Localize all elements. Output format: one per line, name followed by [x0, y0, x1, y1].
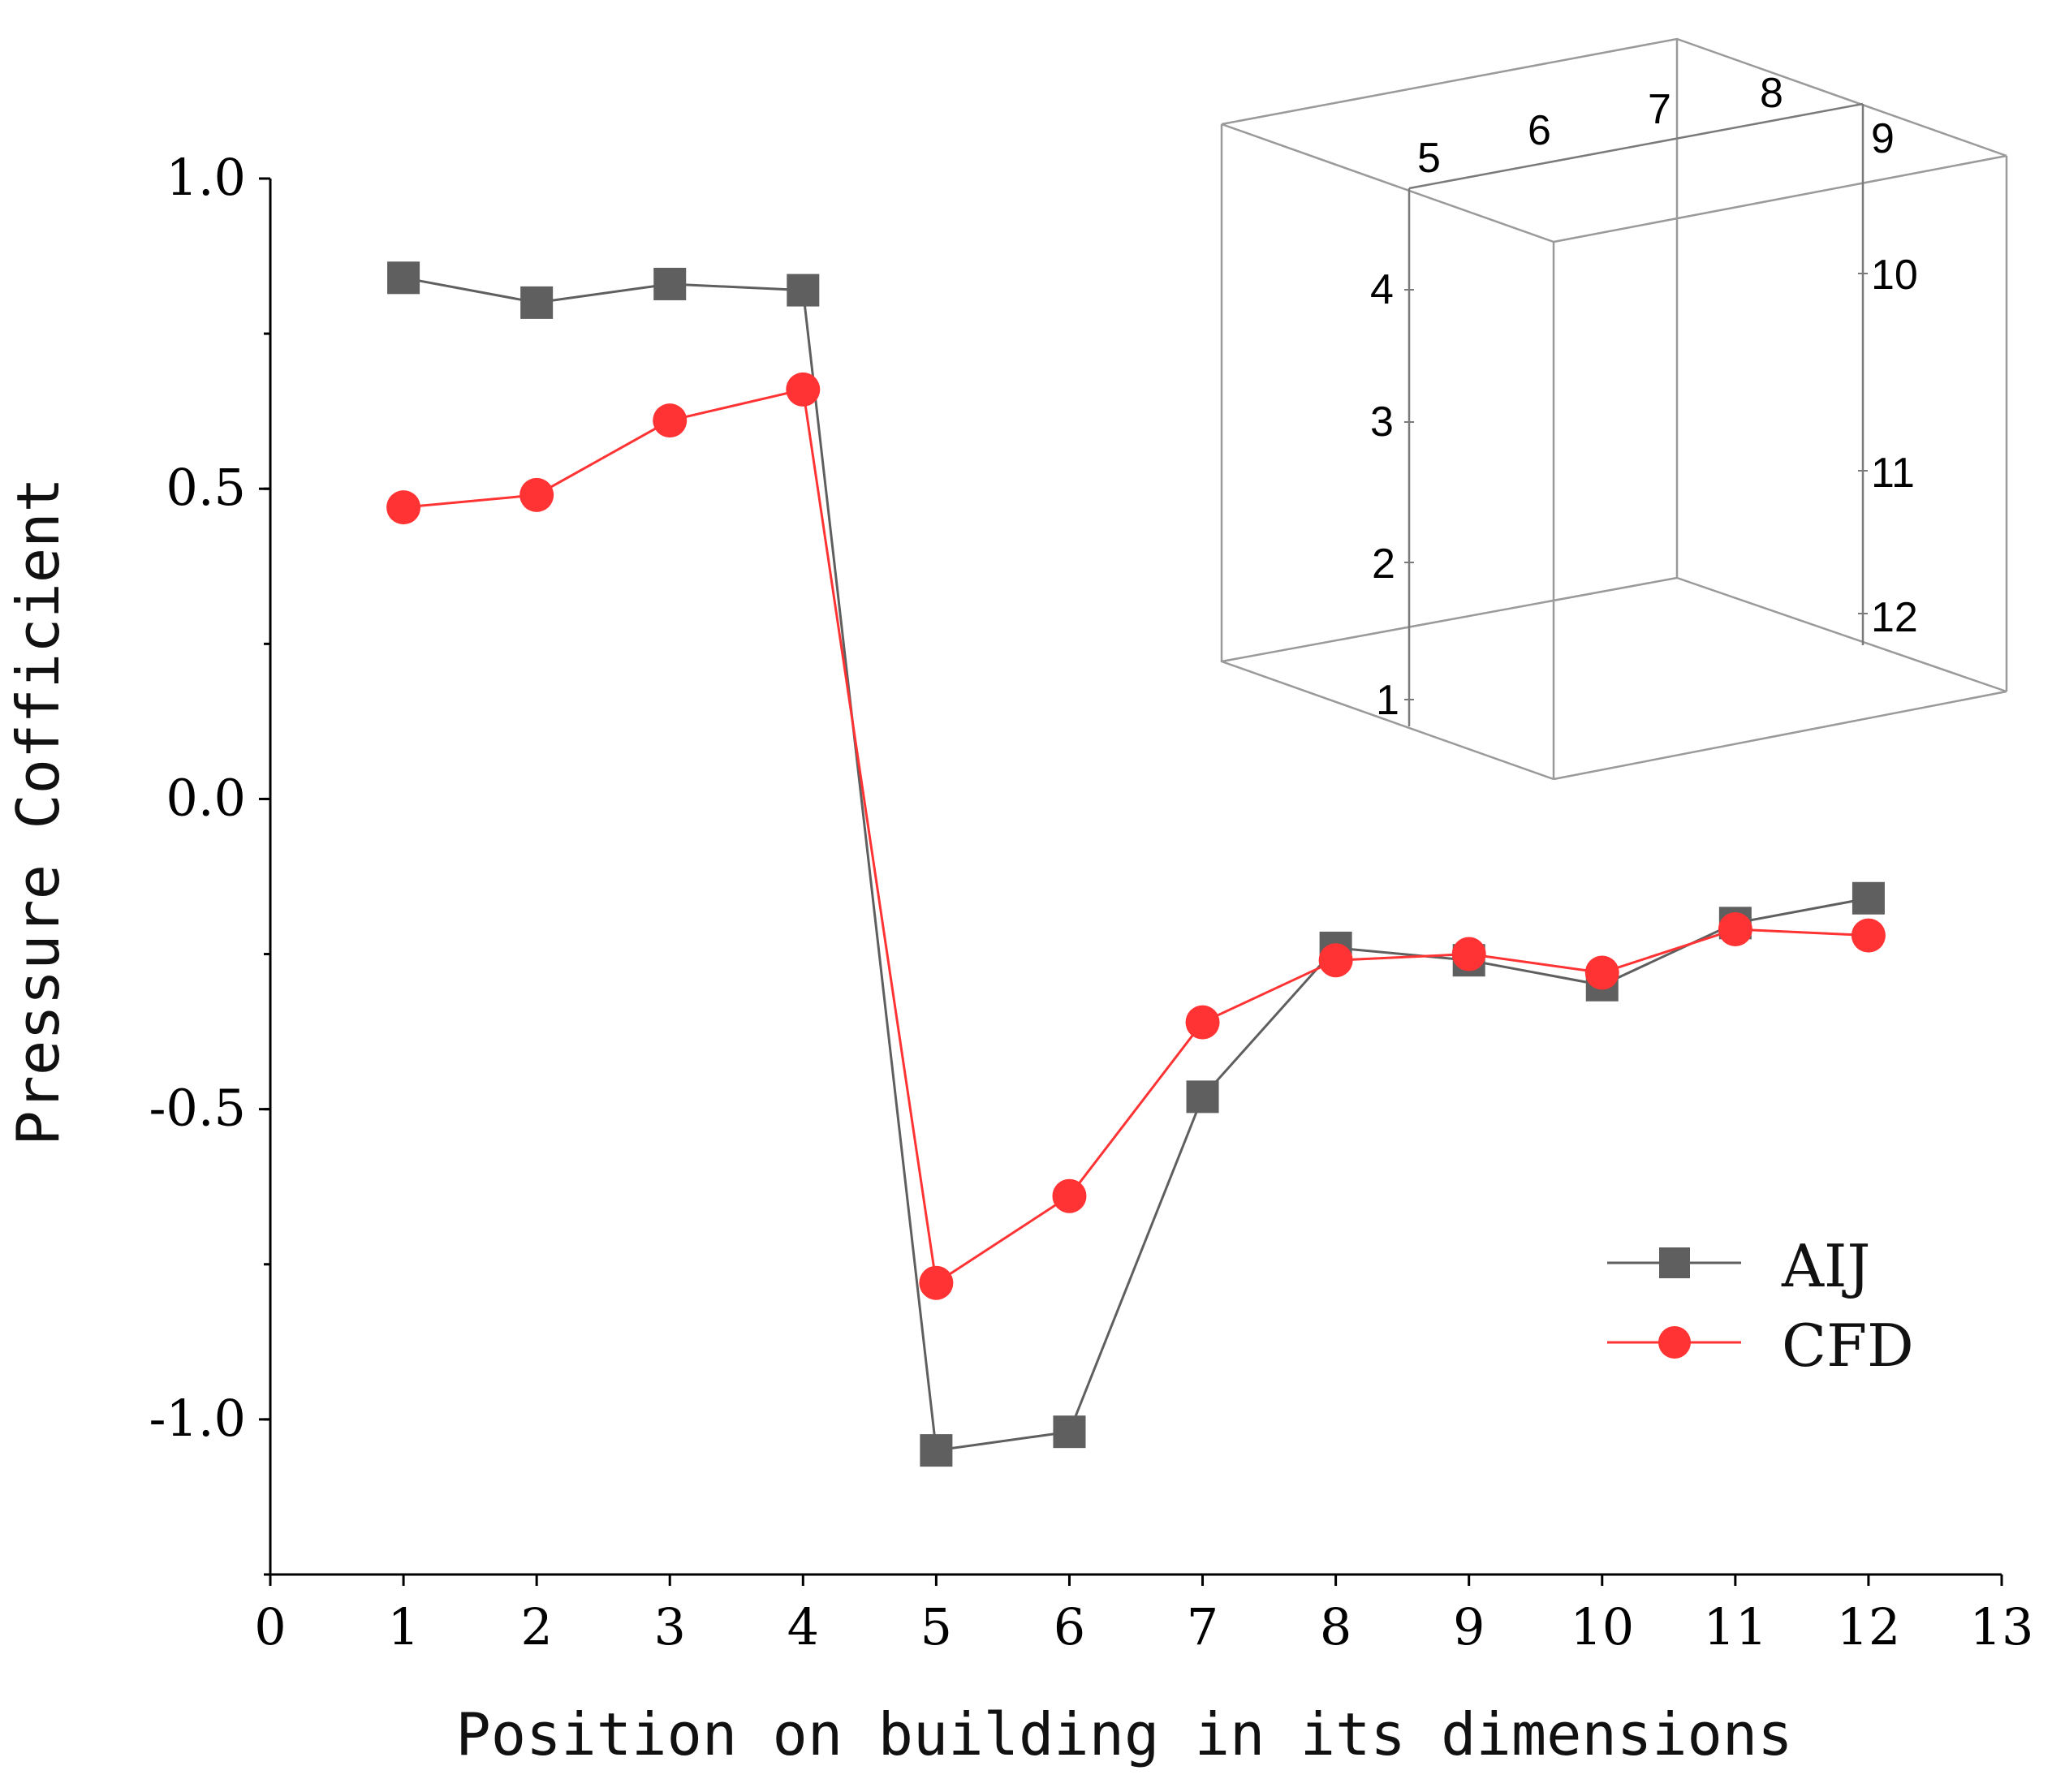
inset-label-10: 10 — [1871, 252, 1918, 299]
data-point-cfd — [1851, 918, 1886, 953]
x-tick-label: 2 — [520, 1597, 552, 1656]
legend: AIJ CFD — [1607, 1232, 1914, 1380]
legend-marker-aij — [1659, 1247, 1690, 1278]
x-axis-title: Position on building in its dimensions — [455, 1700, 1792, 1768]
building-inset-diagram: 1 2 3 4 5 6 7 8 9 10 11 12 — [1220, 37, 2008, 781]
inset-label-1: 1 — [1376, 677, 1399, 724]
data-point-cfd — [653, 403, 688, 438]
data-point-aij — [1852, 881, 1885, 915]
inset-label-7: 7 — [1648, 86, 1671, 133]
y-tick-label: 1.0 — [166, 148, 246, 207]
data-point-aij — [787, 274, 820, 307]
x-tick-label: 6 — [1054, 1597, 1085, 1656]
inset-edge — [1221, 123, 1554, 243]
data-point-cfd — [386, 490, 421, 525]
x-tick-label: 11 — [1703, 1597, 1767, 1656]
y-tick-label: 0.5 — [166, 458, 246, 517]
data-point-cfd — [1185, 1005, 1220, 1040]
data-point-cfd — [1052, 1178, 1087, 1213]
inset-label-3: 3 — [1370, 398, 1394, 446]
data-point-cfd — [1451, 937, 1486, 971]
x-tick-label: 12 — [1836, 1597, 1900, 1656]
data-point-aij — [1053, 1415, 1086, 1449]
data-point-cfd — [1318, 943, 1353, 978]
inset-label-8: 8 — [1760, 70, 1783, 117]
data-point-aij — [520, 286, 554, 319]
data-point-aij — [920, 1434, 953, 1467]
x-tick-label: 9 — [1453, 1597, 1485, 1656]
inset-label-4: 4 — [1370, 266, 1394, 313]
x-tick-label: 0 — [254, 1597, 286, 1656]
x-tick-label: 7 — [1187, 1597, 1218, 1656]
inset-edge — [1553, 690, 2007, 781]
data-point-cfd — [519, 477, 554, 512]
inset-edge — [1676, 576, 2007, 693]
inset-label-2: 2 — [1372, 541, 1395, 588]
inset-measure-line-top — [1408, 102, 1864, 190]
data-point-aij — [653, 267, 687, 300]
x-tick-label: 10 — [1570, 1597, 1634, 1656]
y-tick-label: -0.5 — [149, 1079, 246, 1138]
inset-label-9: 9 — [1871, 115, 1895, 162]
data-point-aij — [1186, 1080, 1219, 1114]
inset-edge — [1221, 576, 1678, 663]
inset-edge — [1553, 154, 2007, 243]
inset-label-5: 5 — [1417, 135, 1441, 182]
axes: 1.00.50.0-0.5-1.00 1 2 3 4 5 6 7 8 9 10 11 12 13 — [149, 148, 2033, 1656]
data-point-cfd — [1584, 955, 1619, 990]
x-tick-label: 4 — [787, 1597, 819, 1656]
y-tick-label: 0.0 — [166, 768, 246, 827]
data-point-cfd — [1718, 911, 1752, 946]
inset-label-11: 11 — [1871, 450, 1915, 497]
series-line-aij — [403, 276, 1869, 1452]
x-tick-label: 13 — [1970, 1597, 2034, 1656]
x-tick-label: 1 — [387, 1597, 419, 1656]
series-layer — [386, 261, 1886, 1467]
data-point-cfd — [919, 1265, 954, 1300]
data-point-aij — [387, 261, 420, 295]
inset-label-12: 12 — [1871, 594, 1918, 641]
inset-label-6: 6 — [1528, 107, 1551, 154]
legend-label-cfd: CFD — [1782, 1312, 1914, 1380]
y-tick-label: -1.0 — [149, 1389, 246, 1448]
legend-marker-cfd — [1658, 1326, 1691, 1359]
x-tick-label: 8 — [1320, 1597, 1351, 1656]
legend-label-aij: AIJ — [1781, 1232, 1870, 1300]
y-axis-title: Pressure Cofficient — [4, 477, 72, 1146]
x-tick-label: 3 — [654, 1597, 686, 1656]
x-tick-label: 5 — [920, 1597, 952, 1656]
series-line-cfd — [403, 388, 1869, 1286]
data-point-cfd — [786, 372, 821, 407]
